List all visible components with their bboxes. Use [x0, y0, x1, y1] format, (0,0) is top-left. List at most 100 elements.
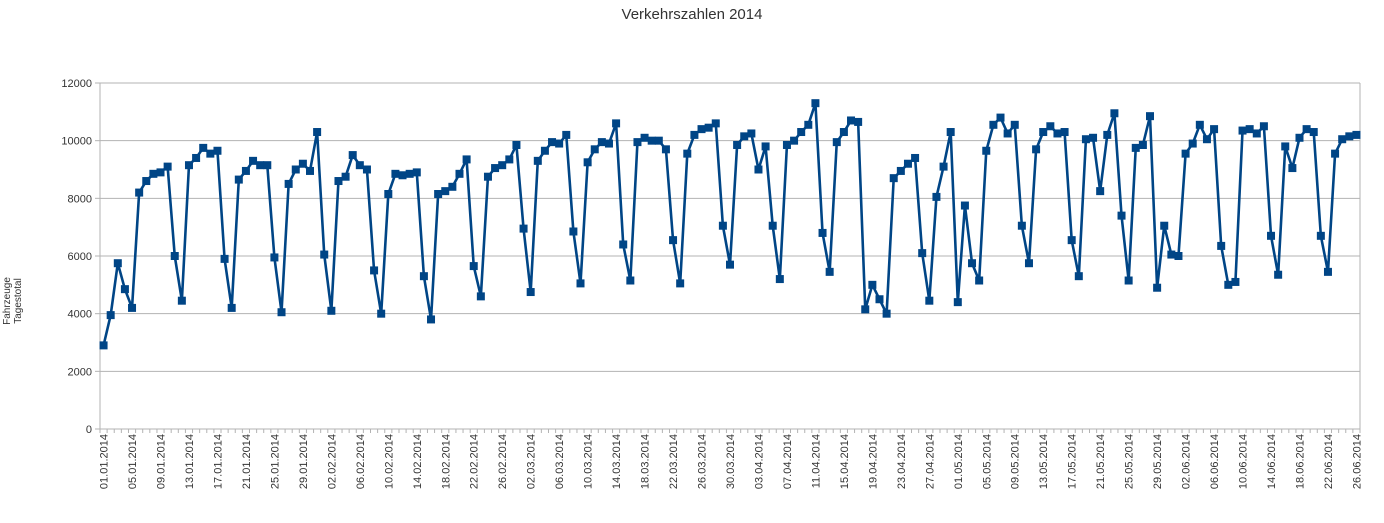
data-point — [391, 169, 400, 178]
data-point — [768, 221, 777, 230]
data-point — [149, 169, 158, 178]
data-point — [597, 138, 606, 147]
x-tick-label: 11.04.2014 — [810, 434, 822, 488]
data-point — [405, 169, 414, 178]
x-tick-label: 01.01.2014 — [99, 434, 111, 489]
x-tick-label: 29.05.2014 — [1152, 434, 1164, 489]
data-point — [298, 159, 307, 168]
data-point — [782, 140, 791, 149]
x-tick-label: 23.04.2014 — [896, 434, 908, 489]
data-point — [377, 309, 386, 318]
data-point — [683, 149, 692, 158]
x-tick-label: 10.02.2014 — [383, 434, 395, 489]
x-tick-label: 22.02.2014 — [469, 434, 481, 489]
data-point — [384, 190, 393, 199]
data-point — [1238, 126, 1247, 135]
data-point — [156, 168, 165, 177]
data-point — [690, 130, 699, 139]
data-point — [1167, 250, 1176, 259]
data-point — [1331, 149, 1340, 158]
data-point — [818, 228, 827, 237]
data-point — [1103, 130, 1112, 139]
data-point — [491, 164, 500, 173]
data-point — [1046, 122, 1055, 131]
x-tick-label: 10.06.2014 — [1238, 434, 1250, 489]
data-point — [861, 305, 870, 314]
data-point — [775, 275, 784, 284]
data-point — [1010, 120, 1019, 129]
data-point — [398, 171, 407, 180]
data-point — [896, 166, 905, 175]
x-tick-label: 18.02.2014 — [440, 434, 452, 489]
x-tick-label: 10.03.2014 — [583, 434, 595, 489]
data-point — [533, 156, 542, 165]
data-point — [604, 139, 613, 148]
data-point — [1089, 133, 1098, 142]
data-point — [184, 161, 193, 170]
data-point — [1032, 145, 1041, 154]
data-point — [975, 276, 984, 285]
data-point — [740, 132, 749, 141]
data-point — [555, 139, 564, 148]
data-point — [953, 298, 962, 307]
data-point — [804, 120, 813, 129]
data-point — [1195, 120, 1204, 129]
data-point — [946, 128, 955, 137]
data-point — [825, 267, 834, 276]
data-point — [676, 279, 685, 288]
y-tick-label: 4000 — [68, 309, 92, 321]
data-point — [483, 172, 492, 181]
x-tick-label: 21.05.2014 — [1095, 434, 1107, 489]
data-point — [1224, 280, 1233, 289]
data-point — [960, 201, 969, 210]
data-point — [1074, 272, 1083, 281]
x-tick-label: 05.05.2014 — [981, 434, 993, 489]
x-tick-label: 15.04.2014 — [839, 434, 851, 489]
data-point — [206, 149, 215, 158]
data-point — [797, 128, 806, 137]
y-tick-label: 0 — [86, 424, 92, 436]
x-tick-label: 06.02.2014 — [355, 434, 367, 489]
data-point — [882, 309, 891, 318]
data-point — [135, 188, 144, 197]
data-point — [227, 303, 236, 312]
data-point — [726, 260, 734, 269]
x-tick-label: 01.05.2014 — [953, 434, 965, 489]
data-point — [106, 311, 115, 320]
data-point — [1245, 125, 1254, 134]
data-point — [327, 306, 336, 315]
data-point — [256, 161, 265, 170]
data-point — [1067, 236, 1076, 245]
data-point — [704, 123, 713, 132]
data-point — [448, 182, 457, 191]
data-point — [1259, 122, 1268, 131]
data-point — [220, 254, 229, 263]
data-point — [583, 158, 592, 167]
data-point — [640, 133, 649, 142]
data-point — [362, 165, 371, 174]
data-point — [669, 236, 678, 245]
data-point — [1174, 252, 1183, 260]
data-point — [711, 119, 720, 128]
y-tick-label: 10000 — [61, 136, 92, 148]
data-point — [519, 224, 528, 233]
data-point — [249, 156, 258, 165]
data-point — [163, 162, 172, 171]
data-point — [284, 179, 293, 188]
data-point — [1181, 149, 1190, 158]
y-tick-label: 8000 — [68, 193, 92, 205]
data-point — [498, 161, 507, 170]
data-point — [427, 315, 436, 324]
data-point — [989, 120, 998, 129]
data-point — [654, 136, 663, 145]
data-point — [434, 190, 443, 199]
data-point — [875, 295, 884, 304]
data-point — [1188, 139, 1197, 148]
data-point — [177, 296, 186, 305]
y-tick-labels: 0 2000 4000 6000 8000 10000 12000 — [61, 78, 92, 436]
data-point — [839, 128, 848, 137]
data-point — [847, 116, 856, 125]
data-point — [1060, 128, 1069, 137]
data-point — [612, 119, 621, 128]
x-tick-label: 09.05.2014 — [1010, 434, 1022, 489]
